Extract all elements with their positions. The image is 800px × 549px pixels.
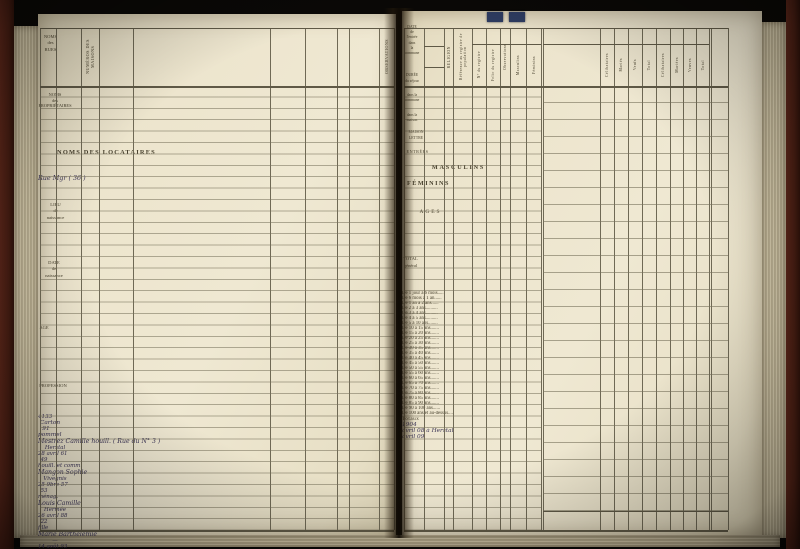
book-cover-left-edge [0, 0, 14, 549]
header-observations-col-label: Observations [503, 43, 507, 71]
column-rule [541, 28, 542, 530]
header-masculins-sub-label: Célibataires [605, 52, 609, 78]
header-feminins-sub: Célibataires [656, 44, 670, 86]
header-masculins-sub: Célibataires [600, 44, 614, 86]
header-masculins-sub-label: Total [647, 59, 651, 71]
table-bottom-rule [40, 530, 394, 532]
ink-stamp-icon [487, 12, 503, 22]
header-folio-registre-label: Folio du registre [491, 48, 495, 82]
header-entrees-masculins: Masculins [510, 44, 526, 86]
header-entrees-masculins-label: Masculins [516, 54, 520, 76]
header-noms-rues: NOMS des RUES [38, 14, 63, 72]
book-cover-right-edge [786, 0, 800, 549]
ruled-lines [404, 86, 541, 530]
header-feminins-sub-label: Veuves [687, 58, 692, 72]
header-entrees-feminins-label: Féminins [531, 55, 536, 75]
header-masculins-sub: Veufs [628, 44, 642, 86]
header-numero-registre-label: N° du registre [477, 51, 481, 79]
ink-stamp-icon [509, 12, 525, 22]
right-page: DATEdel'entréedanslacommuneDURÉEdu séjou… [402, 11, 762, 535]
ruled-lines [543, 86, 728, 511]
header-masculins-sub-label: Veufs [633, 59, 637, 71]
header-feminins-sub-label: Mariées [674, 57, 679, 73]
member-birthdate: 14 août 93 [38, 544, 68, 549]
page-edges-left [14, 26, 39, 538]
header-entrees-feminins: Féminins [526, 44, 541, 86]
duree-split-rule [424, 67, 444, 68]
header-feminins-sub: Total [696, 44, 709, 86]
header-masculins-sub: Mariés [614, 44, 628, 86]
header-religion-label: RELIGION [446, 45, 451, 69]
header-reference-registre: Référence au registre de population [453, 28, 472, 86]
header-feminins-sub-label: Célibataires [661, 52, 665, 78]
header-reference-registre-label: Référence au registre de population [458, 33, 467, 81]
header-feminins-sub-label: Total [700, 59, 705, 71]
header-noms-rues-line: des [47, 40, 54, 46]
header-observations-col: Observations [500, 28, 510, 86]
column-rule [728, 28, 729, 530]
header-masculins-sub: Total [642, 44, 656, 86]
header-numero-registre: N° du registre [472, 44, 486, 86]
header-feminins-sub: Veuves [683, 44, 696, 86]
totals-top-rule [543, 511, 728, 512]
header-noms-rues-line: RUES [44, 46, 57, 52]
table-bottom-rule [404, 530, 728, 532]
duree-split-rule [424, 46, 444, 47]
book-gutter-shadow [384, 8, 414, 538]
header-noms-rues-line: NOMS [43, 34, 58, 40]
header-feminins-sub: Mariées [670, 44, 683, 86]
header-religion: RELIGION [444, 28, 453, 86]
member-name: Marie Barthélemie [38, 531, 98, 538]
header-numeros-maisons: NUMÉROS DES MAISONS [81, 28, 99, 86]
header-masculins-sub-label: Mariés [619, 58, 623, 72]
header-numeros-maisons-label: NUMÉROS DES MAISONS [85, 39, 95, 75]
page-edges-right [761, 22, 786, 538]
ruled-lines [40, 86, 394, 530]
header-folio-registre: Folio du registre [486, 44, 500, 86]
